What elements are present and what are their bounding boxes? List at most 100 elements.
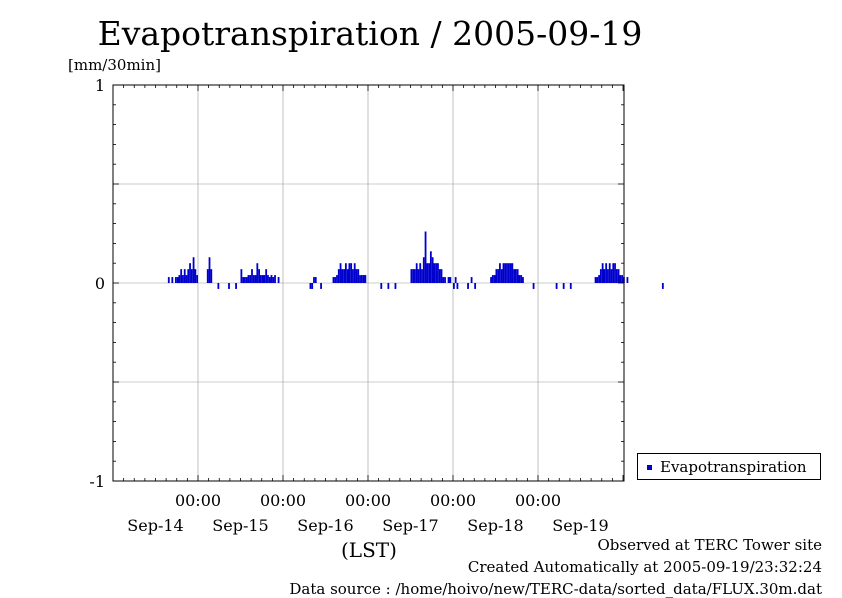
- data-bar: [194, 269, 197, 283]
- data-bar: [449, 277, 452, 283]
- data-bar: [422, 257, 425, 283]
- data-bar: [353, 263, 356, 283]
- data-bar: [454, 277, 457, 283]
- x-date-label: Sep-17: [382, 516, 438, 535]
- data-bar: [511, 263, 514, 283]
- data-bar: [514, 269, 517, 283]
- data-bar: [313, 277, 315, 283]
- data-bar: [254, 275, 257, 283]
- data-bar: [500, 269, 503, 283]
- data-bar: [210, 269, 213, 283]
- data-bar: [621, 275, 624, 283]
- data-bar: [490, 277, 492, 283]
- data-bar: [491, 275, 494, 283]
- data-bar: [183, 269, 186, 283]
- data-bar: [615, 269, 618, 283]
- data-bar: [192, 257, 195, 283]
- data-bar: [442, 277, 445, 283]
- data-bar: [362, 275, 365, 283]
- data-bar: [178, 275, 181, 283]
- data-bar: [245, 277, 248, 283]
- chart-title: Evapotranspiration / 2005-09-19: [97, 14, 643, 53]
- data-bar: [346, 269, 349, 283]
- data-bar: [596, 277, 599, 283]
- data-bar: [518, 275, 521, 283]
- data-bar: [610, 269, 613, 283]
- data-bar: [247, 275, 250, 283]
- data-bar: [341, 269, 344, 283]
- data-bar: [320, 283, 322, 289]
- data-bar: [355, 269, 358, 283]
- data-bar: [196, 275, 199, 283]
- data-bar: [274, 275, 276, 283]
- x-time-label: 00:00: [260, 491, 306, 510]
- data-bar: [433, 263, 436, 283]
- data-bar: [251, 269, 253, 283]
- data-bar: [249, 275, 252, 283]
- data-bar: [509, 263, 512, 283]
- data-bar: [311, 283, 314, 289]
- data-bar: [348, 263, 351, 283]
- data-bar: [497, 269, 500, 283]
- data-bar: [314, 277, 317, 283]
- data-bar: [438, 269, 441, 283]
- data-bar: [569, 283, 572, 289]
- data-bar: [504, 263, 507, 283]
- data-bar: [208, 257, 211, 283]
- data-bar: [617, 269, 620, 283]
- data-bar: [176, 277, 179, 283]
- data-bar: [428, 263, 430, 283]
- data-bar: [357, 269, 360, 283]
- site-note: Observed at TERC Tower site: [597, 536, 822, 554]
- data-bar: [415, 263, 418, 283]
- x-time-label: 00:00: [175, 491, 221, 510]
- data-bar: [206, 269, 209, 283]
- data-bar: [437, 263, 439, 283]
- data-bar: [452, 283, 455, 289]
- data-bar: [495, 269, 498, 283]
- data-bar: [412, 269, 415, 283]
- data-source-note: Data source : /home/hoivo/new/TERC-data/…: [289, 580, 822, 598]
- data-bar: [532, 283, 535, 289]
- x-date-label: Sep-15: [212, 516, 268, 535]
- data-bar: [467, 283, 469, 289]
- data-bar: [419, 263, 422, 283]
- data-bar: [263, 275, 266, 283]
- x-time-label: 00:00: [430, 491, 476, 510]
- data-bar: [502, 263, 505, 283]
- x-time-label: 00:00: [515, 491, 561, 510]
- data-bar: [456, 283, 459, 289]
- x-date-label: Sep-16: [297, 516, 353, 535]
- data-bar: [344, 263, 347, 283]
- data-bar: [277, 277, 280, 283]
- data-bar: [601, 263, 604, 283]
- data-bar: [447, 277, 450, 283]
- data-bar: [350, 263, 353, 283]
- legend-label: Evapotranspiration: [660, 458, 807, 476]
- data-bar: [180, 269, 183, 283]
- data-bar: [228, 283, 230, 289]
- data-bar: [185, 275, 188, 283]
- data-bar: [268, 277, 271, 283]
- data-bar: [424, 231, 427, 283]
- data-bar: [562, 283, 565, 289]
- chart-legend: Evapotranspiration: [637, 453, 821, 480]
- data-bar: [235, 283, 237, 289]
- data-bar: [242, 277, 245, 283]
- data-bar: [614, 263, 616, 283]
- data-bar: [421, 269, 423, 283]
- y-axis-unit: [mm/30min]: [68, 56, 161, 74]
- data-bar: [522, 277, 524, 283]
- data-bar: [364, 275, 367, 283]
- data-bar: [189, 263, 191, 283]
- data-bar: [594, 277, 597, 283]
- data-bar: [343, 269, 345, 283]
- data-bar: [261, 275, 264, 283]
- data-bar: [359, 275, 361, 283]
- data-bar: [499, 263, 501, 283]
- data-bar: [380, 283, 383, 289]
- data-bar: [267, 275, 269, 283]
- data-bar: [272, 277, 275, 283]
- x-time-label: 00:00: [345, 491, 391, 510]
- data-bar: [440, 269, 443, 283]
